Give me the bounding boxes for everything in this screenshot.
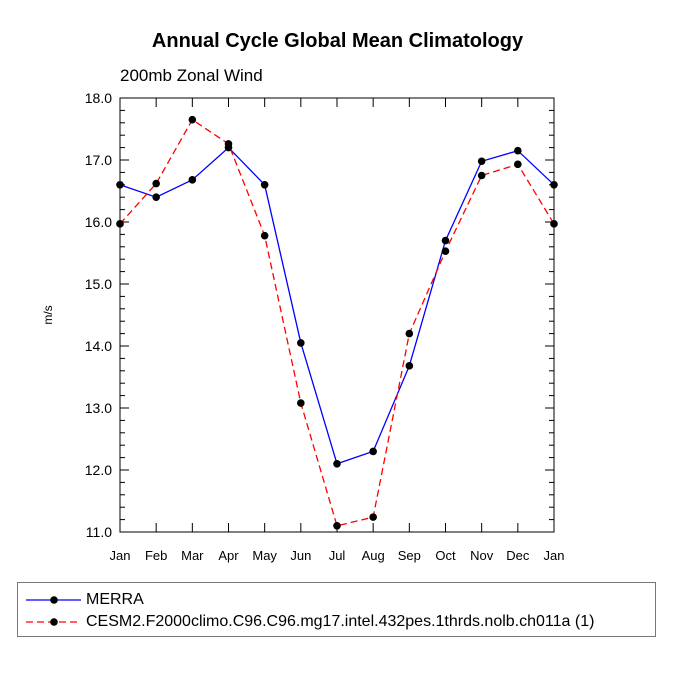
- x-tick-label: Dec: [506, 548, 530, 563]
- data-point-series-0: [369, 447, 377, 456]
- x-tick-label: Oct: [435, 548, 456, 563]
- data-point-series-1: [405, 329, 414, 338]
- x-tick-label: Feb: [145, 548, 167, 563]
- y-tick-label: 18.0: [85, 90, 112, 106]
- y-tick-label: 16.0: [85, 214, 112, 230]
- legend-swatch-merra: [26, 596, 81, 604]
- data-point-series-0: [514, 146, 522, 155]
- y-tick-label: 14.0: [85, 338, 112, 354]
- x-tick-label: Nov: [470, 548, 494, 563]
- x-tick-label: Mar: [181, 548, 204, 563]
- y-tick-label: 17.0: [85, 152, 112, 168]
- x-tick-label: Apr: [218, 548, 239, 563]
- data-point-series-1: [116, 220, 124, 228]
- legend-swatch-cesm2: [26, 618, 81, 626]
- x-tick-label: Sep: [398, 548, 421, 563]
- legend-label-cesm2: CESM2.F2000climo.C96.C96.mg17.intel.432p…: [86, 613, 595, 630]
- data-point-series-1: [514, 160, 522, 169]
- data-point-series-1: [297, 399, 305, 407]
- chart-title: Annual Cycle Global Mean Climatology: [151, 30, 524, 52]
- plot-frame: [119, 97, 555, 533]
- data-point-series-1: [224, 140, 233, 148]
- data-point-series-1: [369, 513, 377, 521]
- x-tick-label: Jan: [110, 548, 131, 563]
- x-tick-label: Aug: [362, 548, 385, 563]
- data-point-series-1: [477, 171, 486, 180]
- data-point-series-1: [550, 220, 558, 228]
- data-point-series-0: [550, 181, 558, 189]
- legend-item-merra: MERRA: [18, 589, 655, 611]
- data-point-series-0: [260, 181, 269, 189]
- data-point-series-0: [405, 362, 414, 370]
- y-axis-label: m/s: [41, 305, 55, 324]
- x-tick-label: Jun: [290, 548, 311, 563]
- data-point-series-1: [152, 179, 160, 188]
- y-tick-label: 13.0: [85, 400, 112, 416]
- data-point-series-0: [297, 339, 305, 347]
- data-point-series-1: [188, 115, 197, 124]
- x-tick-label: Jul: [329, 548, 346, 563]
- data-point-series-1: [333, 522, 341, 530]
- chart-subtitle: 200mb Zonal Wind: [120, 66, 263, 85]
- data-point-series-0: [116, 181, 124, 189]
- series-line-0: [119, 146, 555, 465]
- y-tick-label: 12.0: [85, 462, 112, 478]
- legend-item-cesm2: CESM2.F2000climo.C96.C96.mg17.intel.432p…: [18, 611, 655, 633]
- y-tick-label: 11.0: [86, 524, 112, 540]
- data-point-series-0: [441, 236, 450, 245]
- data-point-series-0: [152, 193, 160, 201]
- y-tick-label: 15.0: [85, 276, 112, 292]
- data-point-series-0: [333, 460, 341, 468]
- legend: MERRA CESM2.F2000climo.C96.C96.mg17.inte…: [17, 582, 656, 637]
- legend-label-merra: MERRA: [86, 591, 144, 608]
- data-point-series-1: [441, 247, 450, 255]
- data-point-series-0: [188, 176, 197, 184]
- data-point-series-1: [260, 231, 269, 240]
- x-tick-label: Jan: [544, 548, 565, 563]
- x-tick-label: May: [252, 548, 277, 563]
- data-point-series-0: [477, 157, 486, 166]
